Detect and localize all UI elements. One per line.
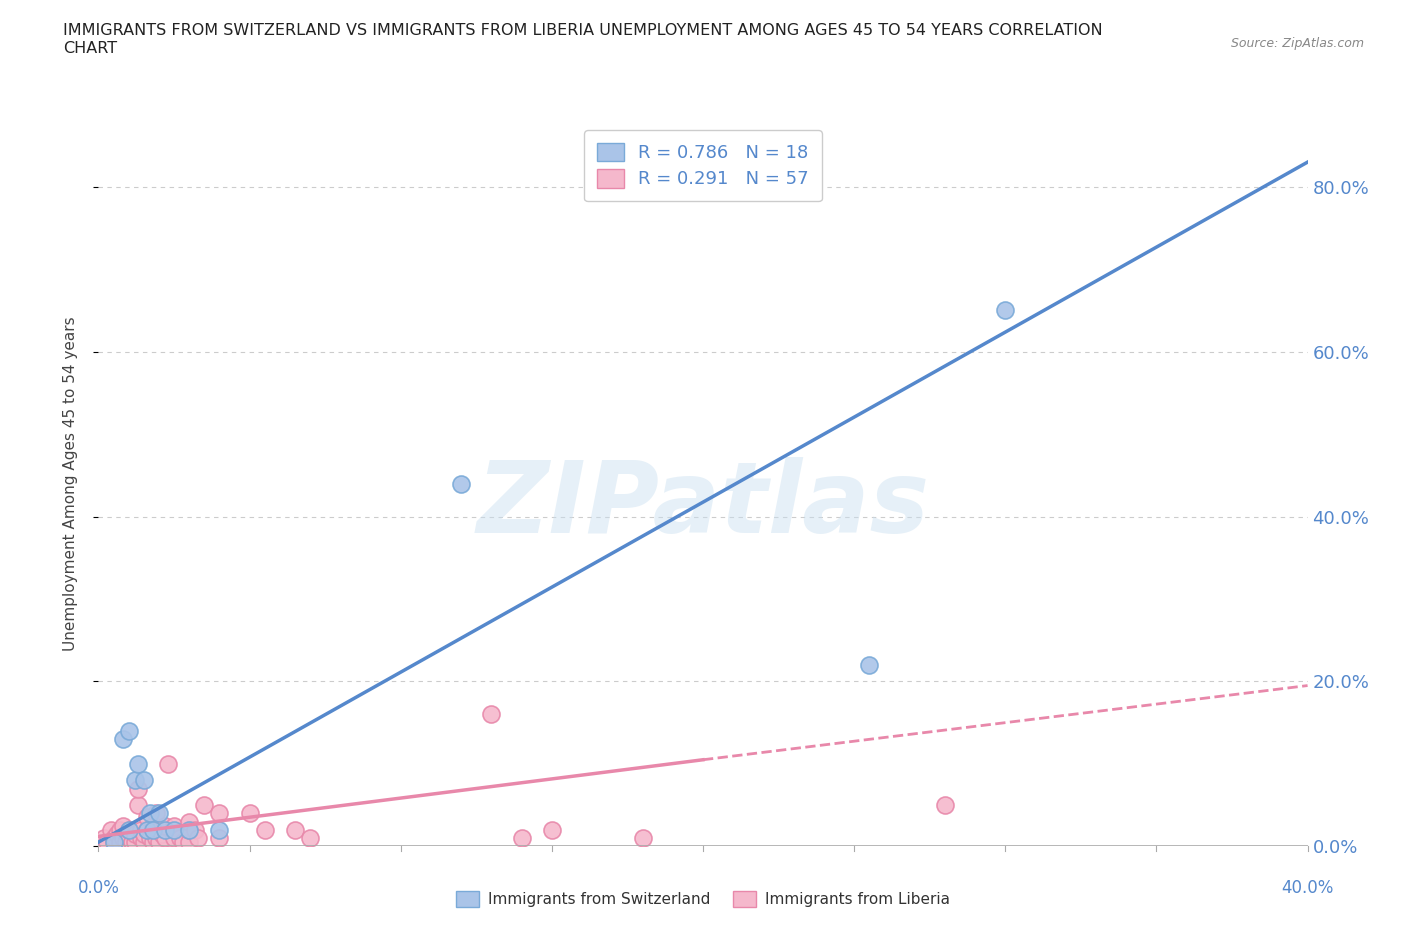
Point (142, 822, 165, 837)
Point (105, 827, 128, 842)
Point (253, 822, 276, 837)
Point (193, 798, 215, 813)
Point (299, 830, 322, 845)
Point (179, 822, 201, 837)
Point (934, 798, 956, 813)
Point (187, 830, 209, 845)
Point (118, 822, 141, 837)
Point (858, 658, 880, 672)
Point (208, 806, 231, 821)
Legend: R = 0.786   N = 18, R = 0.291   N = 57: R = 0.786 N = 18, R = 0.291 N = 57 (585, 130, 821, 201)
Point (150, 827, 173, 842)
Point (139, 806, 162, 821)
Point (994, 303, 1017, 318)
Point (135, 810, 157, 825)
Point (179, 822, 201, 837)
Point (169, 830, 191, 845)
Point (103, 835, 125, 850)
Text: 0.0%: 0.0% (77, 879, 120, 897)
Point (135, 822, 157, 837)
Y-axis label: Unemployment Among Ages 45 to 54 years: Unemployment Among Ages 45 to 54 years (63, 316, 77, 651)
Point (129, 822, 152, 837)
Point (132, 773, 155, 788)
Point (111, 830, 134, 845)
Point (153, 818, 176, 833)
Point (179, 814, 201, 829)
Text: IMMIGRANTS FROM SWITZERLAND VS IMMIGRANTS FROM LIBERIA UNEMPLOYMENT AMONG AGES 4: IMMIGRANTS FROM SWITZERLAND VS IMMIGRANT… (63, 23, 1102, 56)
Point (163, 818, 186, 833)
Point (111, 732, 134, 747)
Legend: Immigrants from Switzerland, Immigrants from Liberia: Immigrants from Switzerland, Immigrants … (450, 884, 956, 913)
Point (239, 806, 262, 821)
Point (118, 822, 141, 837)
Text: ZIPatlas: ZIPatlas (477, 457, 929, 554)
Point (145, 806, 167, 821)
Point (142, 818, 165, 833)
Point (127, 798, 149, 813)
Point (132, 835, 155, 850)
Point (103, 830, 125, 845)
Point (184, 822, 207, 837)
Point (118, 830, 141, 845)
Point (163, 822, 186, 837)
Point (127, 756, 149, 771)
Text: Source: ZipAtlas.com: Source: ZipAtlas.com (1230, 37, 1364, 50)
Point (124, 835, 146, 850)
Point (148, 835, 170, 850)
Point (111, 818, 134, 833)
Point (132, 827, 155, 842)
Point (208, 822, 231, 837)
Text: 40.0%: 40.0% (1281, 879, 1334, 897)
Point (127, 781, 149, 796)
Point (510, 830, 533, 845)
Point (139, 830, 162, 845)
Point (100, 822, 122, 837)
Point (631, 830, 654, 845)
Point (108, 822, 131, 837)
Point (118, 835, 141, 850)
Point (156, 756, 179, 771)
Point (481, 707, 503, 722)
Point (96, 835, 118, 850)
Point (148, 806, 170, 821)
Point (163, 830, 186, 845)
Point (153, 830, 176, 845)
Point (114, 835, 136, 850)
Point (129, 830, 152, 845)
Point (135, 822, 157, 837)
Point (148, 822, 170, 837)
Point (118, 724, 141, 738)
Point (540, 822, 562, 837)
Point (142, 835, 165, 850)
Point (208, 830, 231, 845)
Point (108, 835, 131, 850)
Point (450, 476, 472, 491)
Point (172, 835, 194, 850)
Point (103, 835, 125, 850)
Point (284, 822, 307, 837)
Point (93, 830, 115, 845)
Point (145, 830, 167, 845)
Point (121, 835, 143, 850)
Point (124, 827, 146, 842)
Point (153, 822, 176, 837)
Point (179, 835, 201, 850)
Point (124, 773, 146, 788)
